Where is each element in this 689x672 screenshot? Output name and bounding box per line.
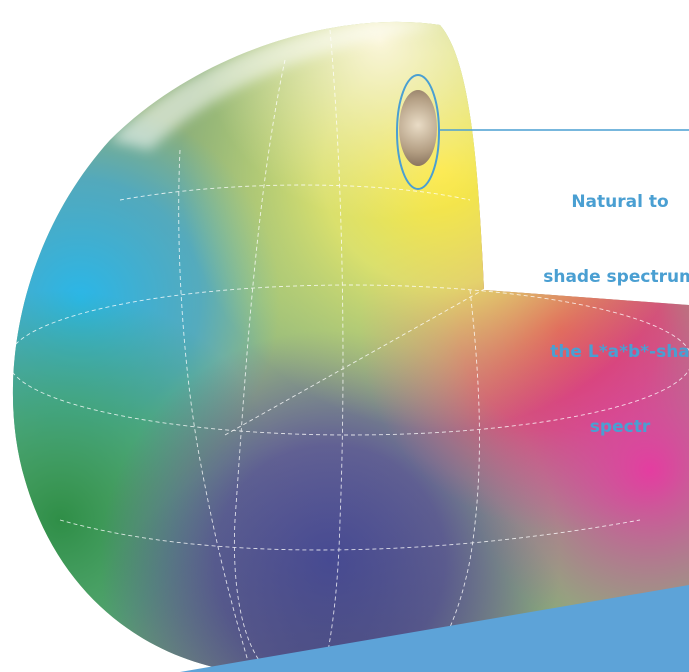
natural-tone-ring bbox=[396, 74, 440, 190]
meridian-line bbox=[324, 29, 344, 669]
rim-highlight bbox=[110, 21, 440, 150]
meridian-line bbox=[424, 289, 480, 669]
guide-lines bbox=[7, 29, 689, 669]
equator-line bbox=[7, 284, 689, 436]
latitude-line bbox=[59, 519, 641, 551]
callout-line-3: the L*a*b*-sha bbox=[550, 342, 689, 362]
natural-tone-swatch bbox=[399, 90, 437, 166]
callout-line-1: Natural to bbox=[571, 192, 669, 212]
meridian-line bbox=[233, 59, 286, 669]
meridian-line bbox=[178, 149, 251, 669]
callout-text: Natural to shade spectrum the L*a*b*-sha… bbox=[500, 140, 689, 465]
callout-line-2: shade spectrum bbox=[543, 267, 689, 287]
axis-line bbox=[224, 285, 491, 436]
callout-line-4: spectr bbox=[589, 417, 651, 437]
footer-band bbox=[180, 585, 689, 672]
latitude-line bbox=[119, 184, 471, 201]
